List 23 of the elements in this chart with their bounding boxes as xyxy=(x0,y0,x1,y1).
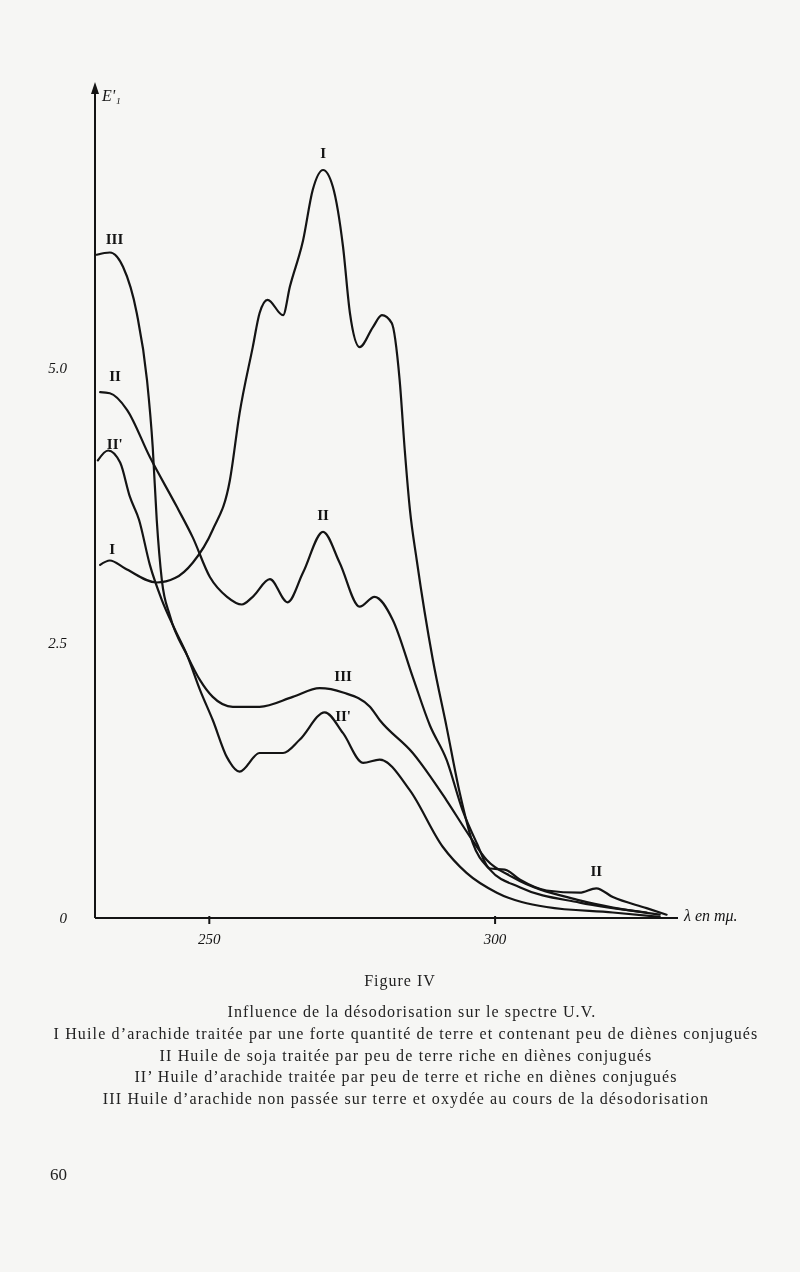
y-tick-label: 5.0 xyxy=(48,360,68,376)
series-label: III xyxy=(105,230,124,247)
text: I Huile d’arachide traitée par une forte quantité de terre et contenant peu de diènes conjugués xyxy=(53,1025,759,1043)
annotation: II xyxy=(317,506,330,523)
text: Figure IV xyxy=(364,972,436,990)
text: III Huile d’arachide non passée sur terre et oxydée au cours de la désodorisation xyxy=(102,1089,710,1108)
x-tick-label: 250 xyxy=(198,931,222,947)
series-label: II xyxy=(109,368,121,385)
y-tick-label: 0 xyxy=(59,910,68,926)
series-label: II' xyxy=(106,436,123,453)
x-tick-label: 300 xyxy=(482,931,507,947)
text: Influence de la désodorisation sur le spectre U.V. xyxy=(227,1003,597,1021)
y-axis-title: E'₁ xyxy=(101,87,121,104)
text: II’ Huile d’arachide traitée par peu de terre et riche en diènes conjugués xyxy=(134,1068,678,1087)
text: 60 xyxy=(50,1165,67,1184)
x-axis-title: λ en mμ. xyxy=(683,907,738,925)
annotation: III xyxy=(334,667,352,684)
annotation: I xyxy=(320,145,327,161)
annotation: II xyxy=(590,863,603,880)
text: II Huile de soja traitée par peu de terre riche en diènes conjugués xyxy=(159,1046,653,1065)
y-tick-label: 2.5 xyxy=(48,635,68,651)
annotation: II' xyxy=(335,708,351,725)
series-label: I xyxy=(109,540,116,557)
